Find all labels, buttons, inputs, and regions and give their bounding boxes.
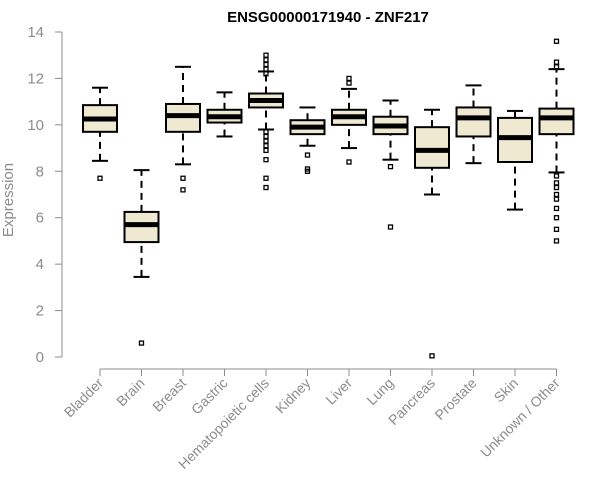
y-axis-label: Expression [0, 163, 17, 237]
outlier-point [263, 71, 269, 77]
iqr-box [414, 126, 450, 169]
y-tick-label: 14 [27, 24, 44, 41]
outlier-point [180, 175, 186, 181]
y-tick-label: 0 [36, 349, 44, 366]
box-4 [206, 91, 243, 138]
outlier-point [263, 157, 269, 163]
outlier-point [346, 159, 352, 165]
outlier-point [263, 129, 269, 135]
plot-area [82, 38, 575, 359]
outlier-point [387, 224, 394, 230]
x-tick-label: Liver [322, 375, 355, 408]
iqr-box [538, 107, 575, 136]
outlier-point [304, 152, 311, 158]
x-tick-label: Unknown / Other [477, 375, 563, 461]
box-6 [289, 106, 326, 174]
outlier-point [553, 215, 560, 221]
x-tick-label: Prostate [431, 375, 479, 423]
outlier-point [429, 353, 435, 359]
outlier-point [263, 61, 269, 68]
outlier-point [553, 38, 560, 44]
outlier-point [304, 168, 311, 174]
y-tick-label: 6 [36, 210, 44, 227]
iqr-box [455, 106, 492, 138]
outlier-point [553, 173, 560, 179]
outlier-point [553, 191, 560, 198]
outlier-point [553, 64, 560, 70]
y-tick-label: 12 [27, 70, 44, 87]
box-1 [82, 86, 118, 181]
x-tick-label: Bladder [61, 375, 107, 421]
x-tick-label: Lung [363, 375, 396, 408]
outlier-point [263, 66, 269, 72]
box-7 [331, 75, 367, 165]
outlier-point [553, 238, 560, 244]
box-12 [538, 38, 575, 244]
x-tick-label: Kidney [272, 375, 314, 417]
outlier-point [263, 184, 269, 191]
outlier-point [553, 184, 560, 191]
outlier-point [553, 196, 560, 202]
outlier-point [180, 187, 186, 193]
box-11 [497, 109, 533, 211]
y-tick-label: 4 [36, 256, 44, 273]
outlier-point [387, 163, 394, 170]
outlier-point [263, 138, 269, 144]
outlier-point [138, 340, 145, 346]
outlier-point [263, 133, 269, 140]
outlier-point [553, 180, 560, 186]
box-5 [248, 52, 284, 191]
outlier-point [346, 75, 352, 82]
outlier-point [263, 57, 269, 63]
x-tick-label: Skin [491, 375, 522, 406]
y-tick-label: 2 [36, 303, 44, 320]
outlier-point [263, 52, 269, 58]
outlier-point [263, 175, 269, 181]
box-2 [123, 169, 160, 346]
box-8 [372, 99, 409, 230]
box-10 [455, 84, 492, 165]
outlier-point [553, 226, 560, 232]
outlier-point [263, 147, 269, 154]
outlier-point [553, 205, 560, 212]
outlier-point [553, 59, 560, 65]
y-tick-label: 8 [36, 163, 44, 180]
x-tick-label: Brain [113, 375, 147, 409]
outlier-point [346, 80, 352, 86]
box-3 [165, 65, 201, 193]
outlier-point [263, 143, 269, 149]
x-tick-label: Breast [149, 375, 189, 415]
outlier-point [97, 175, 103, 181]
box-9 [414, 108, 450, 359]
y-tick-label: 10 [27, 117, 44, 134]
y-axis: 0 2 4 6 8 10 12 14 [27, 24, 63, 366]
chart-title: ENSG00000171940 - ZNF217 [227, 9, 429, 26]
